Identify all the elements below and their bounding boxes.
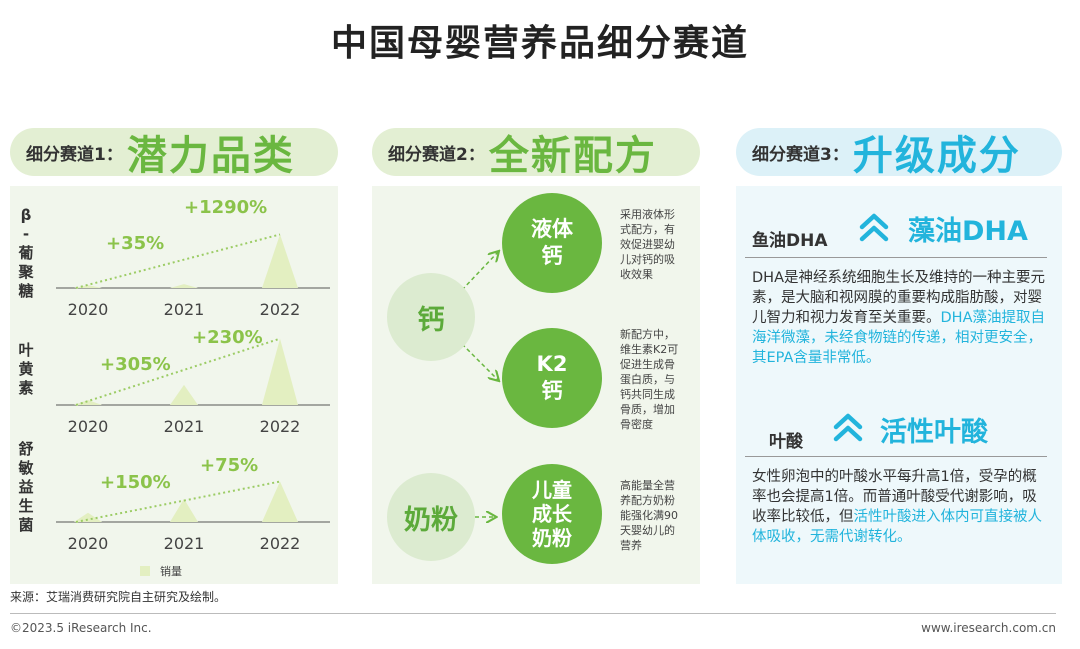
desc-line: 维生素K2可 xyxy=(620,343,679,356)
divider xyxy=(745,456,1047,457)
k2-calcium-line2: 钙 xyxy=(541,379,563,403)
calcium-circle: 钙 xyxy=(387,273,475,361)
desc-line: 新配方中， xyxy=(620,328,675,341)
sales-area-mark xyxy=(262,234,298,288)
legend-swatch xyxy=(140,566,150,576)
folic-text: 女性卵泡中的叶酸水平每升高1倍，受孕的概率也会提高1倍。而普通叶酸受代谢影响，吸… xyxy=(752,469,1037,525)
growth-label: +150% xyxy=(100,472,171,493)
desc-line: 儿对钙的吸 xyxy=(620,253,675,266)
footer-divider xyxy=(10,613,1056,614)
k2-calcium-desc: 新配方中， 维生素K2可 促进生成骨 蛋白质，与 钙共同生成 骨质，增加 骨密度 xyxy=(620,327,678,432)
x-tick-label: 2021 xyxy=(163,300,205,319)
desc-line: 养配方奶粉 xyxy=(620,494,675,507)
active-folic-acid-label: 活性叶酸 xyxy=(880,417,988,448)
growth-milk-desc: 高能量全营 养配方奶粉 能强化满90 天婴幼儿的 营养 xyxy=(620,478,678,553)
sales-area-mark xyxy=(262,338,298,405)
desc-line: 促进生成骨 xyxy=(620,358,675,371)
growth-label: +75% xyxy=(200,455,259,476)
growth-milk-line1: 儿童 xyxy=(532,478,572,502)
segment-2-prefix: 细分赛道2： xyxy=(388,144,485,165)
desc-line: 营养 xyxy=(620,539,642,552)
segment-3-prefix: 细分赛道3： xyxy=(752,144,849,165)
folic-acid-label: 叶酸 xyxy=(769,432,803,452)
dha-highlight: DHA藻油提取自海洋微藻，未经食物链的传递，相对更安全，其EPA含量非常低。 xyxy=(752,310,1045,366)
x-tick-label: 2020 xyxy=(67,300,109,319)
folic-acid-paragraph: 女性卵泡中的叶酸水平每升高1倍，受孕的概率也会提高1倍。而普通叶酸受代谢影响，吸… xyxy=(752,467,1048,547)
sales-area-mark xyxy=(74,512,102,522)
desc-line: 天婴幼儿的 xyxy=(620,524,675,537)
x-tick-label: 2020 xyxy=(67,534,109,553)
x-tick-label: 2022 xyxy=(259,300,301,319)
fish-oil-dha-label: 鱼油DHA xyxy=(752,231,828,251)
segment-1-prefix: 细分赛道1： xyxy=(26,144,123,165)
desc-line: 效促进婴幼 xyxy=(620,238,675,251)
growth-milk-line3: 奶粉 xyxy=(532,526,572,550)
segment-1-name: 潜力品类 xyxy=(126,133,295,179)
segment-3-name: 升级成分 xyxy=(852,133,1021,179)
growth-milk-line2: 成长 xyxy=(532,502,572,526)
desc-line: 式配方，有 xyxy=(620,223,675,236)
liquid-calcium-line2: 钙 xyxy=(541,244,563,268)
desc-line: 钙共同生成 xyxy=(620,388,675,401)
website: www.iresearch.com.cn xyxy=(921,621,1056,635)
desc-line: 采用液体形 xyxy=(620,208,675,221)
segment-1-header: 细分赛道1： 潜力品类 xyxy=(10,128,338,179)
desc-line: 蛋白质，与 xyxy=(620,373,675,386)
liquid-calcium-desc: 采用液体形 式配方，有 效促进婴幼 儿对钙的吸 收效果 xyxy=(620,207,675,282)
desc-line: 高能量全营 xyxy=(620,479,675,492)
desc-line: 骨质，增加 xyxy=(620,403,675,416)
sales-area-mark xyxy=(262,481,298,522)
growth-label: +305% xyxy=(100,354,171,375)
series-label: 叶黄素 xyxy=(18,341,34,397)
dha-text: DHA是神经系统细胞生长及维持的一种主要元素，是大脑和视网膜的重要构成脂肪酸，对… xyxy=(752,270,1045,326)
k2-calcium-line1: K2 xyxy=(536,352,568,376)
growth-label: +35% xyxy=(106,233,165,254)
upgraded-ingredient-panel xyxy=(736,186,1062,584)
legend-label: 销量 xyxy=(160,565,182,578)
sales-area-mark xyxy=(170,284,198,288)
desc-line: 骨密度 xyxy=(620,418,653,431)
sales-area-mark xyxy=(170,384,198,405)
page-title: 中国母婴营养品细分赛道 xyxy=(330,23,749,64)
source-note: 来源：艾瑞消费研究院自主研究及绘制。 xyxy=(10,590,227,604)
x-tick-label: 2022 xyxy=(259,417,301,436)
k2-calcium-circle: K2 钙 xyxy=(502,328,602,428)
series-label: β-葡聚糖 xyxy=(18,206,34,300)
folic-highlight: 活性叶酸进入体内可直接被人体吸收，无需代谢转化。 xyxy=(752,509,1042,545)
chevron-up-icon xyxy=(833,413,863,442)
growth-milk-circle: 儿童 成长 奶粉 xyxy=(502,464,602,564)
milk-powder-circle: 奶粉 xyxy=(387,473,475,561)
x-tick-label: 2022 xyxy=(259,534,301,553)
x-tick-label: 2021 xyxy=(163,534,205,553)
arrow-calcium-to-k2 xyxy=(461,343,498,380)
sales-area-mark xyxy=(170,498,198,522)
desc-line: 能强化满90 xyxy=(620,509,678,522)
growth-label: +230% xyxy=(192,327,263,348)
trend-line xyxy=(75,337,281,406)
desc-line: 收效果 xyxy=(620,268,653,281)
liquid-calcium-line1: 液体 xyxy=(531,217,573,241)
x-tick-label: 2020 xyxy=(67,417,109,436)
trend-line xyxy=(75,233,281,289)
segment-3-header: 细分赛道3： 升级成分 xyxy=(736,128,1062,179)
x-tick-label: 2021 xyxy=(163,417,205,436)
liquid-calcium-circle: 液体钙 xyxy=(502,193,602,293)
arrow-calcium-to-liquid xyxy=(461,252,498,291)
chevron-up-icon xyxy=(859,213,889,242)
divider xyxy=(745,257,1047,258)
algae-oil-dha-label: 藻油DHA xyxy=(908,216,1028,247)
growth-label: +1290% xyxy=(184,197,268,218)
dha-paragraph: DHA是神经系统细胞生长及维持的一种主要元素，是大脑和视网膜的重要构成脂肪酸，对… xyxy=(752,268,1048,368)
copyright: ©2023.5 iResearch Inc. xyxy=(10,621,152,635)
series-label: 舒敏益生菌 xyxy=(18,440,34,534)
segment-2-header: 细分赛道2： 全新配方 xyxy=(372,128,700,179)
segment-2-name: 全新配方 xyxy=(488,133,657,179)
